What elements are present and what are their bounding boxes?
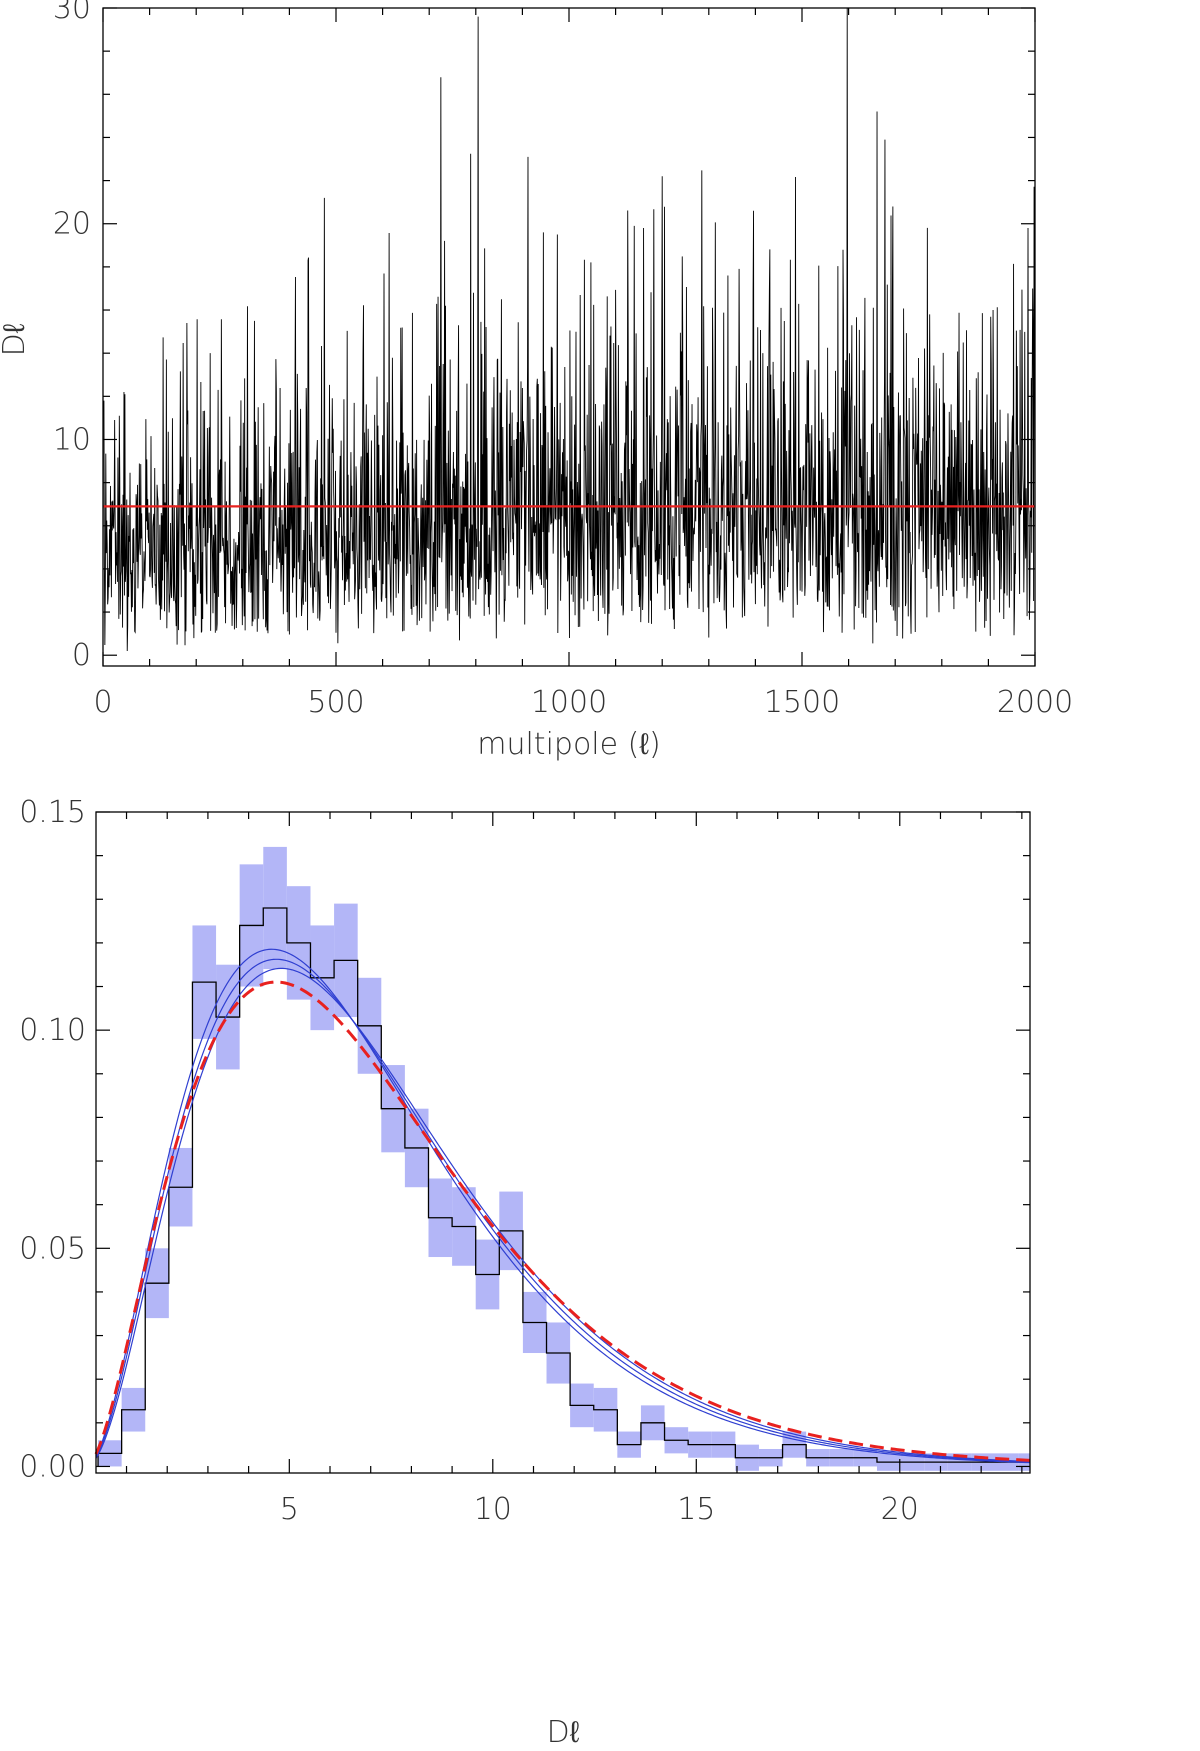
spectrum-y-tick-labels: 0 10 20 30 [53, 0, 91, 673]
x-tick-label: 15 [677, 1492, 715, 1527]
spectrum-tick-marks [102, 7, 1036, 666]
y-tick-label: 0.05 [19, 1231, 86, 1266]
y-tick-label: 0.15 [19, 795, 86, 830]
y-tick-label: 0.10 [19, 1013, 86, 1048]
spectrum-x-tick-labels: 0 500 1000 1500 2000 [93, 685, 1073, 720]
spectrum-y-axis-label: Dℓ [0, 323, 32, 356]
spectrum-panel: 0 500 1000 1500 2000 0 10 20 30 multipole (ℓ) D… [0, 0, 1073, 762]
x-tick-label: 1000 [531, 685, 607, 720]
histogram-x-tick-labels: 5 10 15 20 [280, 1492, 919, 1527]
y-tick-label: 20 [53, 207, 91, 242]
spectrum-noise-trace [103, 7, 1036, 651]
model-curve [95, 958, 1031, 1463]
histogram-x-axis-label: Dℓ [547, 1715, 580, 1750]
x-tick-label: 1500 [764, 685, 840, 720]
y-tick-label: 0.00 [19, 1449, 86, 1484]
x-tick-label: 0 [93, 685, 112, 720]
x-tick-label: 5 [280, 1492, 299, 1527]
x-tick-label: 500 [307, 685, 364, 720]
x-tick-label: 20 [881, 1492, 919, 1527]
x-tick-label: 2000 [997, 685, 1073, 720]
y-tick-label: 30 [53, 0, 91, 26]
y-tick-label: 10 [53, 422, 91, 457]
histogram-plot-frame [95, 811, 1031, 1474]
y-tick-label: 0 [72, 638, 91, 673]
histogram-panel: 5 10 15 20 0.00 0.05 0.10 0.15 Dℓ [19, 795, 1031, 1750]
x-tick-label: 10 [474, 1492, 512, 1527]
histogram-y-tick-labels: 0.00 0.05 0.10 0.15 [19, 795, 86, 1484]
histogram-tick-marks [96, 811, 1030, 1473]
histogram-uncertainty-band [98, 846, 1030, 1471]
spectrum-noise-path [103, 7, 1036, 651]
spectrum-x-axis-label: multipole (ℓ) [477, 727, 661, 762]
reference-dashed-curve [94, 980, 1031, 1462]
model-curve [95, 948, 1031, 1464]
